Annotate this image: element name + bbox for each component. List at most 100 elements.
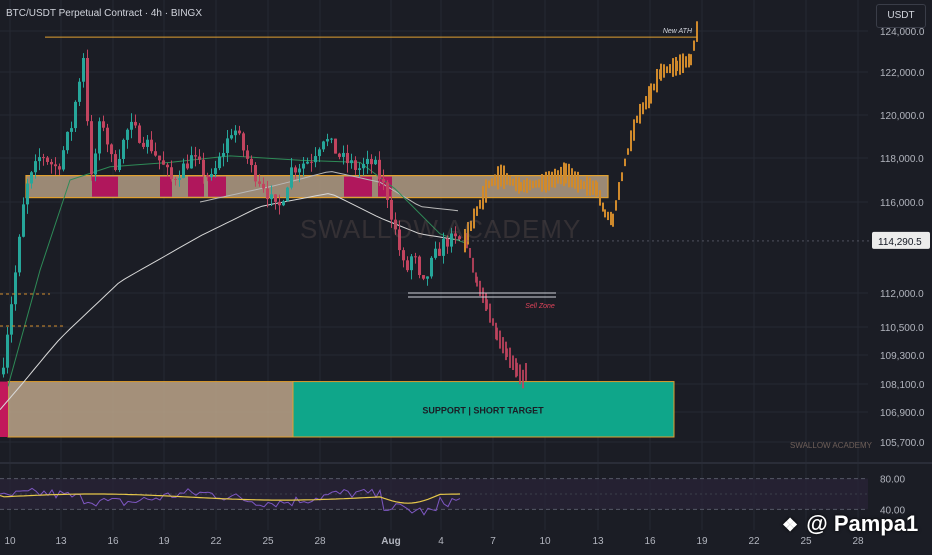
candle-body xyxy=(406,260,409,271)
candle-body xyxy=(386,182,389,200)
bear-projection-bar xyxy=(472,257,474,273)
candle-body xyxy=(318,149,321,157)
candle-body xyxy=(38,157,41,162)
candle-body xyxy=(98,121,101,154)
support-zone-label: SUPPORT | SHORT TARGET xyxy=(422,405,544,415)
candle-body xyxy=(454,233,457,237)
candle-body xyxy=(438,248,441,256)
candle-body xyxy=(346,152,349,164)
bear-projection-bar xyxy=(499,330,501,349)
bull-projection-bar xyxy=(589,177,591,196)
bull-projection-bar xyxy=(656,68,658,93)
bull-projection-bar xyxy=(491,178,493,187)
bull-projection-bar xyxy=(672,58,674,77)
bull-projection-bar xyxy=(604,209,606,218)
candle-body xyxy=(430,257,433,277)
price-tick-label: 118,000.0 xyxy=(880,154,924,165)
x-tick-label: 10 xyxy=(539,536,551,547)
candle-body xyxy=(174,178,177,180)
moving-averages xyxy=(0,155,466,410)
candle-body xyxy=(242,133,245,151)
bear-projection-bar xyxy=(516,362,518,377)
candle-body xyxy=(162,160,165,165)
candle-body xyxy=(270,194,273,200)
candle-body xyxy=(114,154,117,171)
price-tick-label: 120,000.0 xyxy=(880,111,925,122)
bull-projection-bar xyxy=(464,229,466,253)
candle-body xyxy=(142,142,145,147)
bull-projection-bar xyxy=(639,103,641,124)
bull-projection-bar xyxy=(551,171,553,188)
bull-projection-bar xyxy=(688,53,690,68)
rsi-tick-label: 40.00 xyxy=(880,505,905,516)
bull-projection-bar xyxy=(548,171,550,191)
bull-projection-bar xyxy=(580,179,582,190)
x-tick-label: Aug xyxy=(381,536,400,547)
candle-body xyxy=(14,272,17,305)
bull-projection-bar xyxy=(610,211,612,226)
bull-projection-bar xyxy=(682,53,684,74)
candle-body xyxy=(30,172,33,184)
x-tick-label: 13 xyxy=(55,536,67,547)
candle-body xyxy=(394,219,397,230)
bear-projection-bar xyxy=(525,363,527,381)
price-tick-label: 109,300.0 xyxy=(880,351,925,362)
candle-body xyxy=(146,139,149,147)
candle-body xyxy=(442,238,445,256)
candle-body xyxy=(6,334,9,368)
bull-projection-bar xyxy=(538,179,540,188)
bull-projection-bar xyxy=(520,182,522,192)
price-tick-label: 122,000.0 xyxy=(880,68,925,79)
bull-projection-bar xyxy=(666,66,668,74)
candle-body xyxy=(134,121,137,126)
candle-body xyxy=(306,161,309,164)
bull-projection-bar xyxy=(482,185,484,210)
x-tick-label: 13 xyxy=(592,536,604,547)
bull-projection-bar xyxy=(518,177,520,194)
candle-body xyxy=(18,236,21,273)
candle-body xyxy=(286,187,289,202)
candle-body xyxy=(50,161,53,165)
bull-projection-bar xyxy=(535,180,537,188)
candle-body xyxy=(86,58,89,122)
candle-body xyxy=(54,164,57,167)
current-price-badge xyxy=(872,231,930,249)
bull-projection-bar xyxy=(529,179,531,191)
currency-selector[interactable]: USDT xyxy=(876,4,926,28)
bear-projection-bar xyxy=(482,287,484,303)
candle-body xyxy=(342,152,345,157)
x-tick-label: 7 xyxy=(490,536,496,547)
bull-projection-bar xyxy=(509,175,511,186)
bull-projection-bar xyxy=(515,176,517,192)
candle-body xyxy=(118,159,121,171)
bull-projection-bar xyxy=(503,165,505,189)
resistance-zone-highlight xyxy=(344,176,372,197)
resistance-zone-highlight xyxy=(208,176,226,197)
candle-body xyxy=(374,159,377,165)
bull-projection-bar xyxy=(607,211,609,221)
bull-projection-bar xyxy=(497,166,499,190)
candle-body xyxy=(190,155,193,169)
candle-body xyxy=(150,139,153,152)
bull-projection-bar xyxy=(526,178,528,194)
bear-projection-bar xyxy=(489,303,491,323)
candle-body xyxy=(326,139,329,142)
bull-projection-bar xyxy=(596,182,598,196)
candle-body xyxy=(414,256,417,258)
bull-projection-bar xyxy=(621,172,623,182)
candle-body xyxy=(206,175,209,178)
support-zone-target xyxy=(292,381,675,438)
candle-body xyxy=(266,188,269,200)
candle-body xyxy=(418,256,421,276)
rsi-tick-label: 80.00 xyxy=(880,475,905,486)
candle-body xyxy=(410,256,413,271)
candle-body xyxy=(42,157,45,159)
candle-body xyxy=(274,194,277,202)
resistance-zone-highlight xyxy=(92,176,118,197)
candle-body xyxy=(334,138,337,154)
bull-projection-bar xyxy=(592,180,594,195)
candle-body xyxy=(450,233,453,247)
grid-lines xyxy=(0,0,868,530)
bull-projection-bar xyxy=(512,178,514,186)
